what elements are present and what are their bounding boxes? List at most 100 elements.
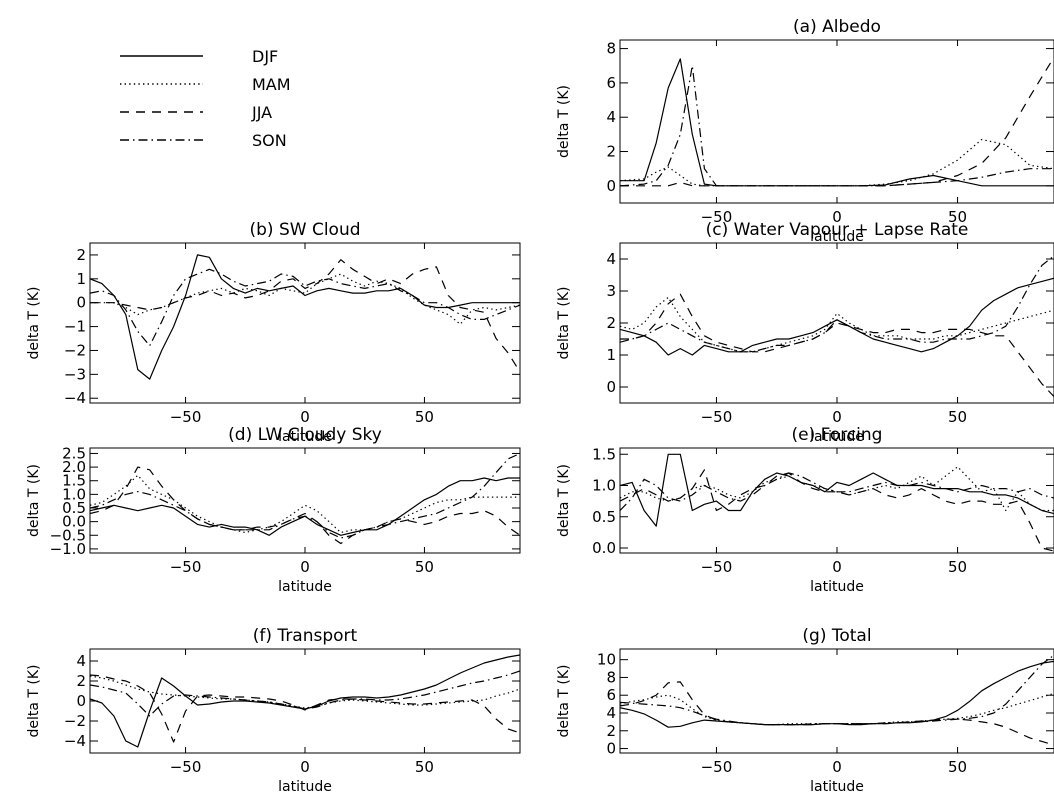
series-line-jja — [620, 293, 1054, 398]
y-tick-label: 4 — [606, 250, 616, 268]
y-tick-label: 0.5 — [592, 508, 616, 526]
y-tick-label: 1.0 — [62, 485, 86, 503]
x-tick-label: 50 — [948, 208, 967, 226]
x-tick-label: −50 — [701, 558, 733, 576]
series-group — [90, 452, 520, 545]
y-tick-label: 1 — [76, 270, 86, 288]
series-line-son — [620, 65, 1054, 187]
series-group — [620, 453, 1054, 552]
y-axis-label: delta T (K) — [556, 286, 572, 359]
panel-sw-cloud: (b) SW Cloud −50 0 50 2 1 0 −1 −2 −3 −4 latitude del… — [26, 220, 521, 445]
y-tick-label: −2 — [64, 712, 86, 730]
series-line-djf — [620, 660, 1054, 728]
legend-label-son: SON — [252, 131, 287, 150]
panel-title: (c) Water Vapour + Lapse Rate — [706, 220, 969, 240]
x-axis-label: latitude — [278, 429, 332, 445]
x-axis-label: latitude — [810, 229, 864, 245]
series-line-mam — [620, 466, 1054, 512]
series-line-jja — [90, 259, 520, 373]
series-line-djf — [620, 277, 1054, 356]
y-axis-label: delta T (K) — [556, 85, 572, 158]
x-tick-label: 0 — [832, 208, 842, 226]
series-line-djf — [90, 254, 520, 380]
y-tick-label: 2 — [76, 672, 86, 690]
x-tick-label: 0 — [300, 558, 310, 576]
series-line-jja — [620, 469, 1054, 552]
y-tick-label: 1.5 — [62, 472, 86, 490]
plot-frame — [619, 39, 1054, 204]
panel-transport: (f) Transport −50 0 50 4 2 0 −2 −4 latitude delta … — [26, 626, 521, 795]
panel-title: (f) Transport — [253, 626, 358, 646]
x-tick-label: 0 — [832, 758, 842, 776]
panel-lw-cloudy-sky: (d) LW Cloudy Sky −50 0 50 2.52.01.51.00.50.… — [26, 425, 521, 595]
series-line-son — [90, 452, 520, 539]
y-tick-label: 0.0 — [62, 513, 86, 531]
x-tick-label: 50 — [948, 408, 967, 426]
y-tick-label: 0 — [76, 692, 86, 710]
plot-frame — [619, 447, 1054, 554]
y-tick-label: 0 — [76, 294, 86, 312]
x-tick-label: 50 — [415, 558, 434, 576]
panel-title: (d) LW Cloudy Sky — [228, 425, 382, 445]
y-tick-label: −3 — [64, 365, 86, 383]
series-line-mam — [620, 692, 1054, 726]
y-tick-label: 2.5 — [62, 444, 86, 462]
panel-title: (e) Forcing — [792, 425, 883, 445]
series-line-djf — [620, 58, 1054, 187]
series-line-jja — [90, 466, 520, 545]
y-tick-label: −4 — [64, 389, 86, 407]
y-tick-label: 0.0 — [592, 539, 616, 557]
y-tick-label: 4 — [606, 108, 616, 126]
y-tick-label: −4 — [64, 732, 86, 750]
y-tick-label: 2 — [606, 722, 616, 740]
x-tick-label: 50 — [948, 558, 967, 576]
panel-albedo: (a) Albedo −50 0 50 0 2 4 6 8 latitude delta T (K) — [556, 17, 1054, 245]
y-tick-label: 0 — [606, 177, 616, 195]
y-tick-label: 4 — [606, 704, 616, 722]
y-axis-label: delta T (K) — [26, 286, 42, 359]
y-tick-label: 6 — [606, 686, 616, 704]
x-axis-label: latitude — [810, 579, 864, 595]
y-tick-label: 4 — [76, 652, 86, 670]
x-tick-label: −50 — [170, 408, 202, 426]
panel-title: (b) SW Cloud — [249, 220, 360, 240]
y-axis-label: delta T (K) — [26, 464, 42, 537]
x-tick-label: −50 — [701, 208, 733, 226]
y-tick-label: 3 — [606, 282, 616, 300]
series-line-mam — [90, 273, 520, 325]
y-tick-label: 0 — [606, 378, 616, 396]
y-tick-label: 1.5 — [592, 445, 616, 463]
legend-label-jja: JJA — [251, 103, 272, 122]
series-line-jja — [90, 674, 520, 743]
panel-water-vapour: (c) Water Vapour + Lapse Rate −50 0 50 0 1 2 3 4… — [556, 220, 1054, 445]
series-line-jja — [620, 56, 1054, 187]
y-tick-label: 8 — [606, 40, 616, 58]
legend-label-djf: DJF — [252, 47, 278, 66]
series-line-son — [620, 472, 1054, 511]
x-axis-label: latitude — [278, 579, 332, 595]
series-line-son — [620, 255, 1054, 353]
y-tick-label: 2 — [606, 143, 616, 161]
series-group — [90, 654, 520, 748]
y-tick-label: 0.5 — [62, 499, 86, 517]
y-tick-label: −1.0 — [50, 540, 86, 558]
y-axis-label: delta T (K) — [26, 664, 42, 737]
y-tick-label: 1.0 — [592, 477, 616, 495]
y-tick-label: −0.5 — [50, 526, 86, 544]
x-tick-label: −50 — [701, 758, 733, 776]
series-line-mam — [90, 474, 520, 534]
plot-frame — [89, 447, 521, 554]
x-tick-label: 0 — [300, 408, 310, 426]
x-tick-label: 0 — [300, 758, 310, 776]
series-group — [620, 654, 1054, 746]
series-line-mam — [90, 675, 520, 709]
y-axis-label: delta T (K) — [556, 664, 572, 737]
series-line-mam — [620, 296, 1054, 353]
y-tick-label: 2.0 — [62, 458, 86, 476]
panel-forcing: (e) Forcing −50 0 50 0.0 0.5 1.0 1.5 latitude del… — [556, 425, 1054, 595]
y-tick-label: 0 — [606, 740, 616, 758]
x-axis-label: latitude — [278, 779, 332, 795]
